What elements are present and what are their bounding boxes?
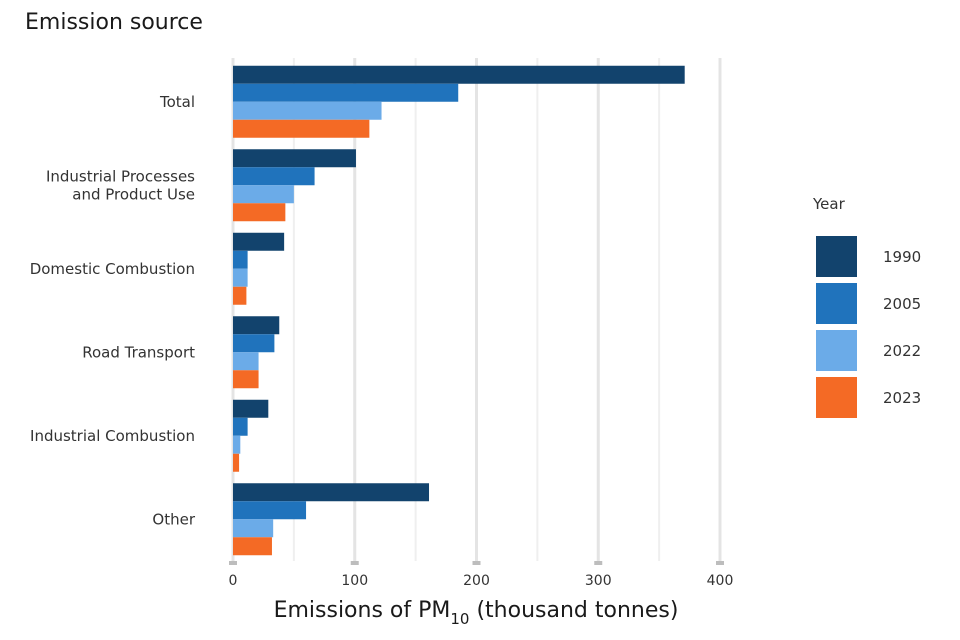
legend: Year 1990 2005 2022 2023 xyxy=(812,195,921,418)
bar-2005 xyxy=(233,83,459,102)
legend-title: Year xyxy=(812,195,846,213)
legend-swatch-2022 xyxy=(816,330,857,371)
bar-1990 xyxy=(233,316,280,335)
bar-2022 xyxy=(233,519,274,538)
legend-label: 2022 xyxy=(883,342,921,360)
bars xyxy=(233,65,685,556)
category-label: Industrial Processes and Product Use xyxy=(46,167,195,203)
bar-1990 xyxy=(233,232,285,251)
x-tick-label: 300 xyxy=(585,573,612,589)
x-tick-label: 100 xyxy=(341,573,368,589)
bar-2023 xyxy=(233,453,240,472)
category-label: Industrial Combustion xyxy=(30,427,195,445)
y-axis-title: Emission source xyxy=(25,10,203,35)
bar-1990 xyxy=(233,399,269,418)
bar-2005 xyxy=(233,334,275,353)
grid xyxy=(229,58,724,565)
axis-tick-mark xyxy=(472,561,481,565)
bar-2023 xyxy=(233,537,272,556)
bar-2023 xyxy=(233,119,370,138)
axis-tick-mark xyxy=(229,561,237,565)
legend-label: 2005 xyxy=(883,295,921,313)
bar-2023 xyxy=(233,286,247,305)
bar-2005 xyxy=(233,417,248,436)
legend-label: 1990 xyxy=(883,248,921,266)
category-label: Total xyxy=(159,93,195,111)
axis-tick-mark xyxy=(594,561,603,565)
category-labels: Total Industrial Processes and Product Use… xyxy=(30,93,196,529)
bar-1990 xyxy=(233,65,685,84)
x-tick-label: 200 xyxy=(463,573,490,589)
legend-swatch-2023 xyxy=(816,377,857,418)
x-tick-label: 400 xyxy=(707,573,734,589)
x-tick-labels: 0 100 200 300 400 xyxy=(229,573,734,589)
bar-2022 xyxy=(233,435,241,454)
legend-swatch-1990 xyxy=(816,236,857,277)
axis-tick-mark xyxy=(716,561,724,565)
bar-1990 xyxy=(233,149,356,168)
bar-1990 xyxy=(233,483,430,502)
x-axis-title: Emissions of PM10 (thousand tonnes) xyxy=(274,598,679,628)
legend-swatch-2005 xyxy=(816,283,857,324)
bar-2023 xyxy=(233,203,286,222)
bar-2005 xyxy=(233,501,307,520)
category-label: Road Transport xyxy=(82,343,195,361)
bar-2005 xyxy=(233,250,248,269)
x-tick-label: 0 xyxy=(229,573,238,589)
category-label: Other xyxy=(152,510,195,528)
legend-label: 2023 xyxy=(883,389,921,407)
bar-2022 xyxy=(233,101,382,120)
bar-2022 xyxy=(233,268,248,287)
bar-2022 xyxy=(233,352,259,371)
bar-2005 xyxy=(233,167,315,186)
category-label: Domestic Combustion xyxy=(30,260,195,278)
bar-2022 xyxy=(233,185,294,204)
axis-tick-mark xyxy=(350,561,359,565)
bar-2023 xyxy=(233,370,259,389)
